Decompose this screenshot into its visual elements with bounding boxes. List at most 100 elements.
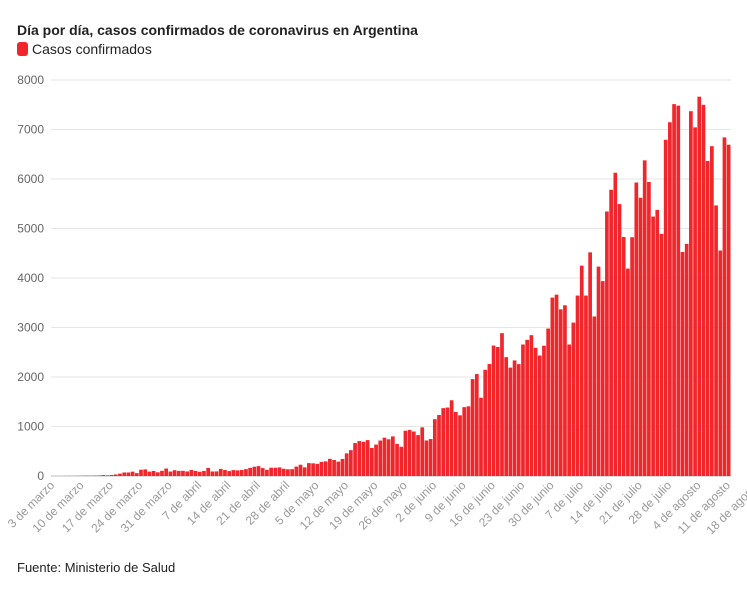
bar: [525, 339, 530, 477]
bar: [676, 105, 681, 476]
bar: [202, 470, 206, 476]
bar: [411, 431, 416, 476]
bar: [458, 415, 462, 476]
bar: [491, 345, 496, 476]
bar: [164, 468, 169, 476]
bar: [252, 466, 257, 476]
bar: [638, 197, 643, 476]
bar: [689, 111, 693, 476]
bar: [122, 472, 127, 476]
bar: [143, 469, 148, 476]
bar: [441, 408, 446, 476]
legend-label: Casos confirmados: [32, 41, 152, 57]
bar: [239, 470, 244, 476]
bar: [176, 470, 181, 476]
bar: [600, 281, 605, 476]
bar: [710, 146, 714, 476]
bar: [722, 137, 727, 477]
y-tick-label: 2000: [17, 370, 44, 384]
bar: [588, 252, 592, 476]
bar: [328, 458, 332, 476]
bar: [470, 379, 475, 476]
bar: [214, 471, 219, 476]
bar: [579, 265, 584, 477]
bar: [378, 440, 383, 476]
bar: [567, 344, 571, 476]
bar: [391, 436, 395, 476]
bar: [563, 305, 567, 476]
bar: [668, 122, 672, 476]
bar: [311, 463, 315, 476]
bar: [613, 172, 618, 476]
bar: [168, 471, 173, 476]
bar: [621, 237, 626, 476]
bar: [332, 460, 336, 476]
bar: [403, 430, 408, 476]
bar: [512, 360, 517, 476]
y-tick-label: 8000: [17, 73, 44, 87]
bar: [273, 467, 278, 476]
y-tick-label: 7000: [17, 123, 44, 137]
bar: [109, 475, 114, 476]
bar: [206, 467, 211, 476]
bar: [118, 473, 122, 476]
bar: [424, 440, 429, 476]
bar: [319, 461, 324, 476]
bar: [386, 439, 391, 476]
bar: [466, 406, 471, 476]
legend-swatch: [17, 42, 28, 56]
bar: [726, 144, 731, 476]
bar: [617, 204, 622, 476]
bar: [663, 139, 668, 477]
chart-title: Día por día, casos confirmados de corona…: [17, 22, 418, 38]
bar: [516, 364, 521, 476]
bar: [592, 316, 597, 476]
bar: [701, 104, 706, 476]
bar: [521, 344, 525, 476]
bar: [542, 345, 546, 476]
bar: [139, 469, 143, 476]
bar: [697, 96, 702, 477]
bar: [101, 475, 106, 476]
bar: [210, 471, 215, 476]
bar: [340, 458, 345, 476]
bar: [126, 472, 131, 476]
bar: [575, 295, 580, 476]
bar: [642, 160, 647, 476]
bar: [134, 473, 139, 476]
bar: [487, 364, 492, 476]
bar: [407, 429, 412, 476]
bar: [437, 415, 441, 476]
bar: [647, 182, 651, 476]
bar: [651, 216, 655, 476]
bar: [718, 250, 723, 476]
bar: [235, 470, 240, 476]
bar: [445, 407, 450, 476]
bar: [155, 472, 160, 476]
bar: [248, 467, 252, 476]
bar: [596, 266, 601, 476]
bar: [462, 407, 467, 476]
y-tick-label: 6000: [17, 172, 44, 186]
bar: [265, 469, 269, 476]
bar: [432, 419, 437, 476]
bar: [336, 461, 341, 476]
bar: [428, 439, 433, 476]
bar: [584, 295, 588, 476]
y-tick-label: 5000: [17, 222, 44, 236]
bar: [479, 397, 483, 476]
bar: [370, 447, 374, 476]
bar: [659, 233, 664, 476]
bar: [286, 469, 290, 476]
bar: [420, 427, 425, 476]
bar: [693, 127, 697, 477]
bar: [546, 328, 551, 476]
bar: [193, 470, 198, 476]
bar: [105, 475, 110, 476]
bar: [655, 209, 660, 476]
bar: [244, 469, 248, 476]
bar: [672, 104, 676, 477]
bar: [130, 471, 135, 476]
bar: [571, 322, 576, 476]
